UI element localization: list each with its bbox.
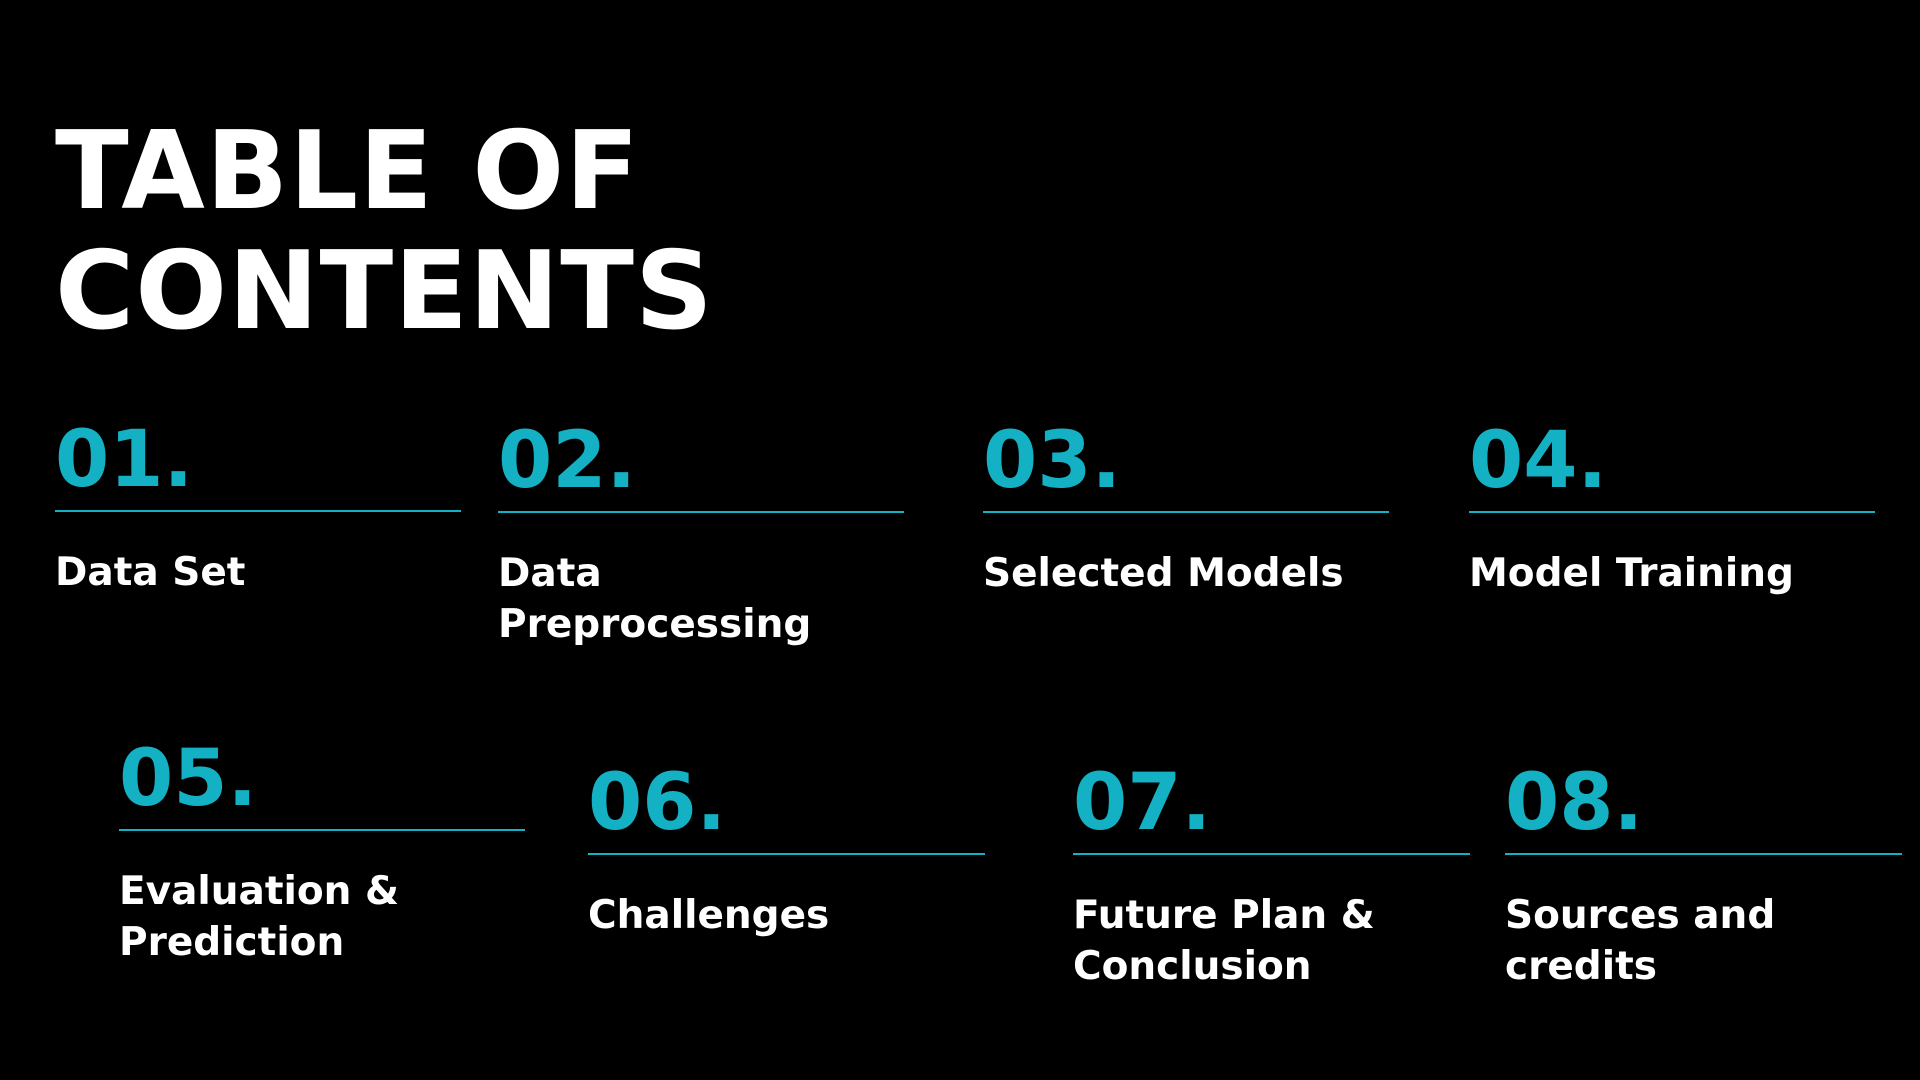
- toc-label: Data Set: [55, 550, 246, 595]
- toc-number: 06.: [588, 758, 727, 848]
- toc-item-01[interactable]: 01. Data Set: [55, 415, 461, 595]
- toc-item-04[interactable]: 04. Model Training: [1469, 416, 1875, 596]
- divider: [55, 510, 461, 512]
- toc-number: 02.: [498, 416, 637, 506]
- toc-number: 07.: [1073, 758, 1212, 848]
- toc-item-02[interactable]: 02. Data Preprocessing: [498, 416, 904, 647]
- divider: [1073, 853, 1470, 855]
- toc-number: 04.: [1469, 416, 1608, 506]
- toc-number: 01.: [55, 415, 194, 505]
- divider: [1505, 853, 1902, 855]
- title-line-2: CONTENTS: [55, 229, 714, 354]
- toc-label: Challenges: [588, 893, 830, 938]
- toc-label: Sources and credits: [1505, 893, 1776, 989]
- toc-label: Selected Models: [983, 551, 1344, 596]
- toc-number: 08.: [1505, 758, 1644, 848]
- toc-number: 05.: [119, 734, 258, 824]
- toc-label: Future Plan & Conclusion: [1073, 893, 1375, 989]
- divider: [1469, 511, 1875, 513]
- toc-label: Evaluation & Prediction: [119, 869, 399, 965]
- toc-item-07[interactable]: 07. Future Plan & Conclusion: [1073, 758, 1470, 989]
- page-title: TABLE OF CONTENTS: [55, 112, 714, 352]
- toc-number: 03.: [983, 416, 1122, 506]
- toc-item-03[interactable]: 03. Selected Models: [983, 416, 1389, 596]
- divider: [588, 853, 985, 855]
- title-line-1: TABLE OF: [55, 109, 640, 234]
- toc-item-06[interactable]: 06. Challenges: [588, 758, 985, 938]
- divider: [983, 511, 1389, 513]
- toc-item-05[interactable]: 05. Evaluation & Prediction: [119, 734, 525, 965]
- toc-label: Data Preprocessing: [498, 551, 812, 647]
- toc-label: Model Training: [1469, 551, 1794, 596]
- divider: [119, 829, 525, 831]
- divider: [498, 511, 904, 513]
- toc-item-08[interactable]: 08. Sources and credits: [1505, 758, 1902, 989]
